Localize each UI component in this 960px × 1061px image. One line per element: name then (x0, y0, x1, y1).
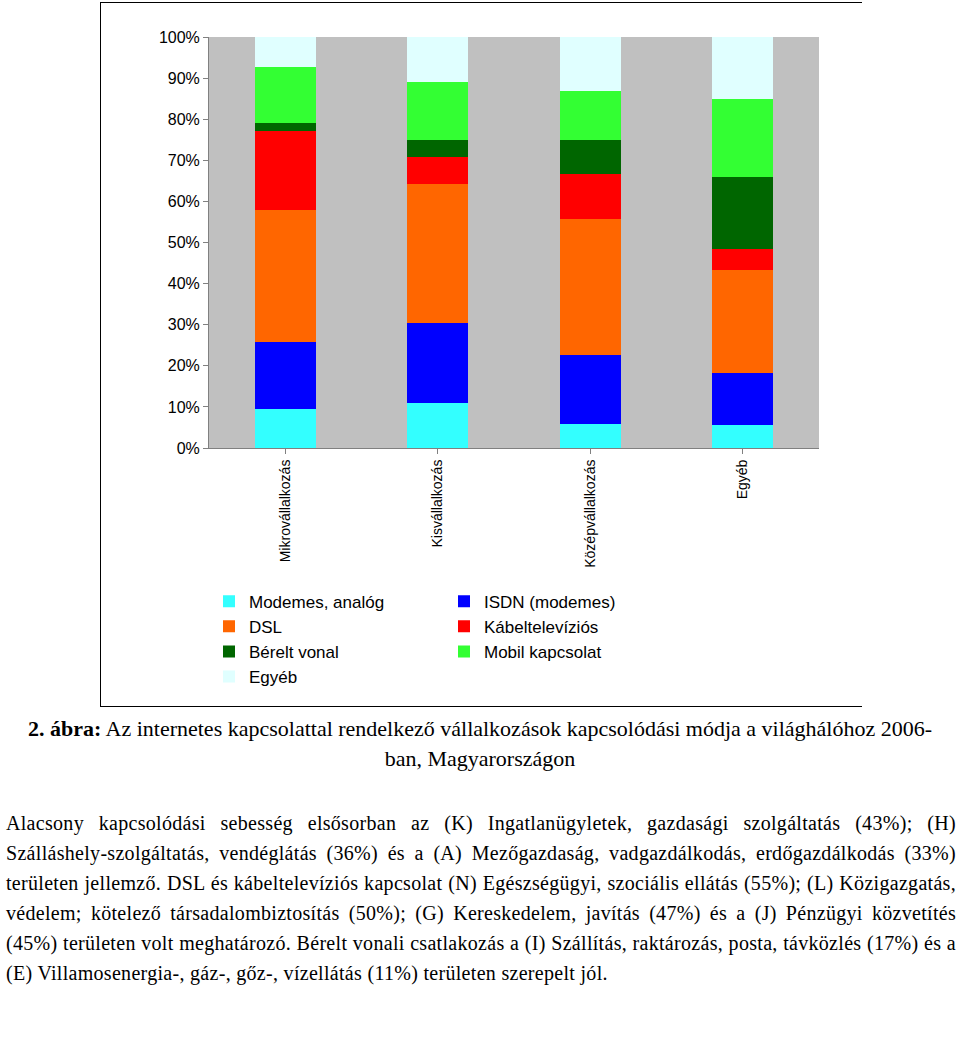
svg-text:60%: 60% (168, 193, 200, 210)
svg-text:100%: 100% (159, 29, 200, 46)
svg-text:50%: 50% (168, 234, 200, 251)
svg-text:Kisvállalkozás: Kisvállalkozás (429, 460, 445, 548)
svg-text:Egyéb: Egyéb (734, 459, 750, 499)
svg-text:DSL: DSL (249, 618, 282, 637)
svg-text:Középvállalkozás: Középvállalkozás (582, 460, 598, 568)
svg-text:Kábeltelevíziós: Kábeltelevíziós (484, 618, 598, 637)
svg-text:0%: 0% (177, 440, 200, 457)
html-text:2. ábra: Az internetes kapcsol: 2. ábra: Az internetes kapcsolattal rend… (27, 716, 933, 771)
svg-text:40%: 40% (168, 275, 200, 292)
svg-text:90%: 90% (168, 70, 200, 87)
svg-text:Mikrovállalkozás: Mikrovállalkozás (277, 460, 293, 563)
svg-text:30%: 30% (168, 316, 200, 333)
svg-text:70%: 70% (168, 152, 200, 169)
svg-text:Bérelt vonal: Bérelt vonal (249, 643, 339, 662)
html-text:Alacsony kapcsolódási sebesség: Alacsony kapcsolódási sebesség elsősorba… (6, 812, 956, 984)
svg-text:ISDN (modemes): ISDN (modemes) (484, 593, 615, 612)
svg-text:Modemes, analóg: Modemes, analóg (249, 593, 384, 612)
svg-text:10%: 10% (168, 399, 200, 416)
svg-text:80%: 80% (168, 111, 200, 128)
svg-text:Mobil kapcsolat: Mobil kapcsolat (484, 643, 601, 662)
svg-text:20%: 20% (168, 357, 200, 374)
svg-text:Egyéb: Egyéb (249, 668, 297, 687)
